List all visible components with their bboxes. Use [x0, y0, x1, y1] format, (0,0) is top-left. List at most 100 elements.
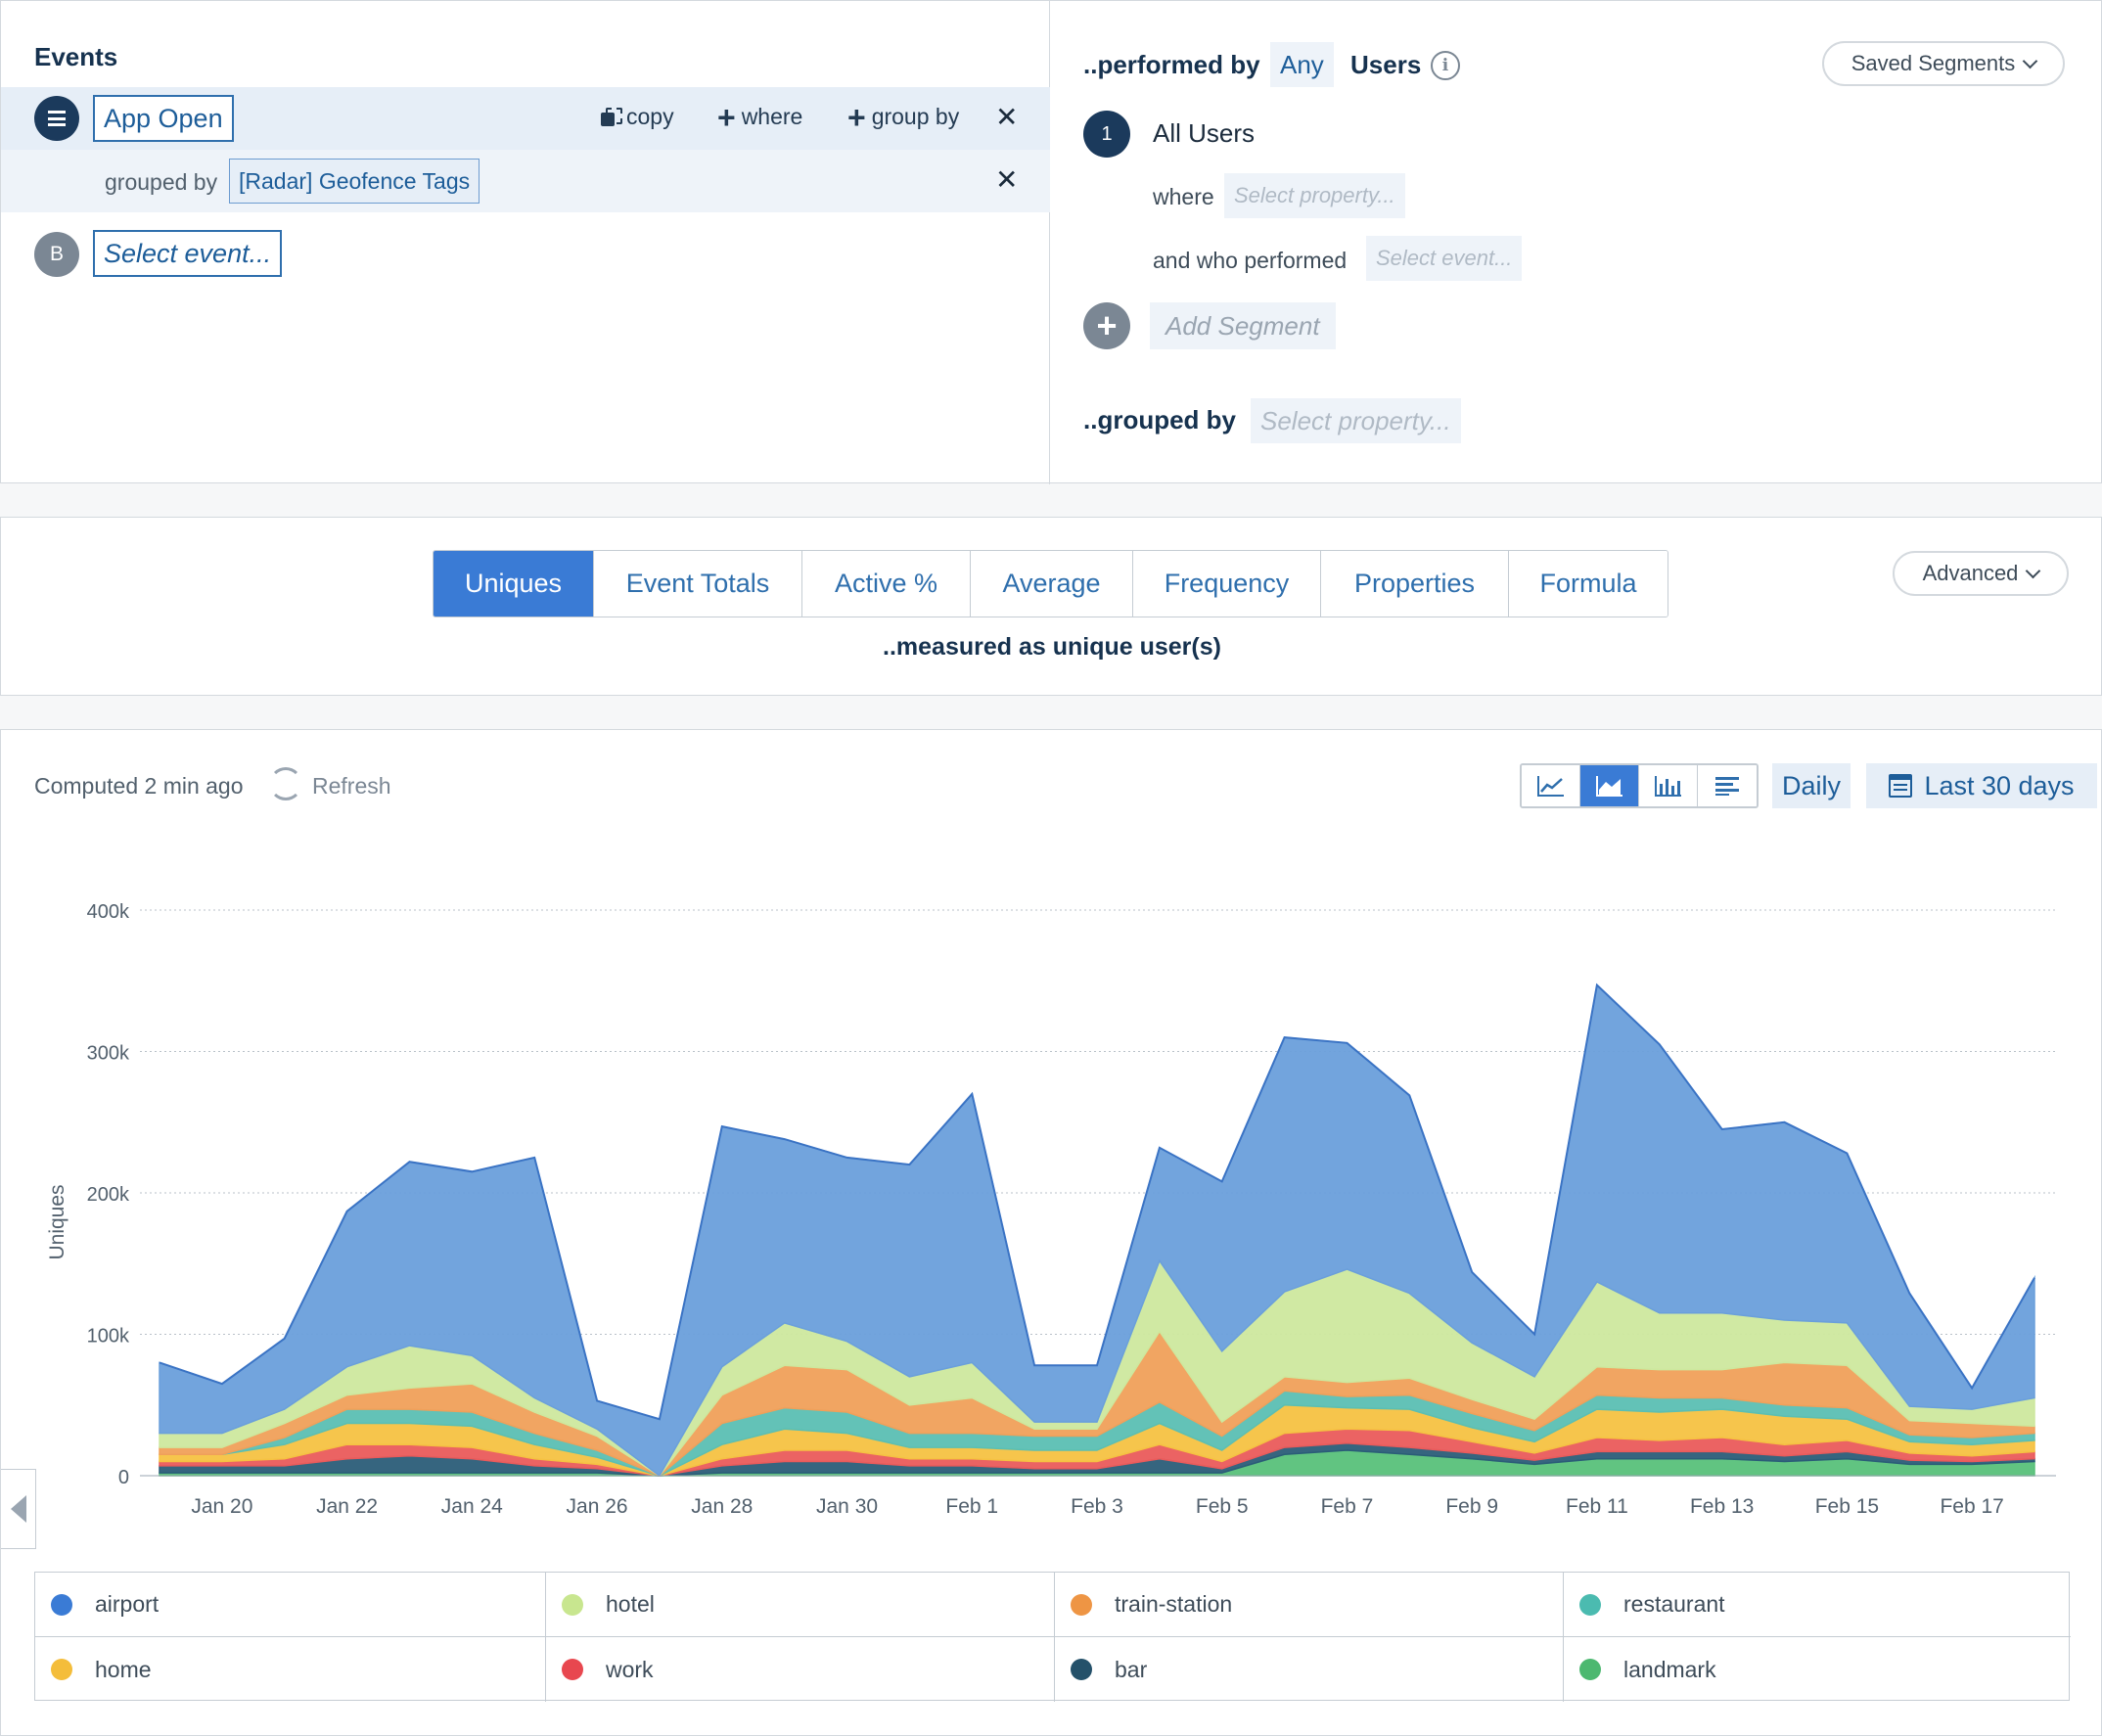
legend-color-dot-icon: [1579, 1593, 1601, 1616]
x-tick-label: Feb 15: [1815, 1495, 1879, 1518]
advanced-label: Advanced: [1922, 561, 2019, 585]
legend-color-dot-icon: [1071, 1659, 1092, 1680]
chevron-down-icon: [2026, 563, 2041, 578]
tab-event-totals[interactable]: Event Totals: [594, 551, 802, 617]
legend-label: landmark: [1623, 1656, 1716, 1682]
legend-color-dot-icon: [1579, 1659, 1601, 1680]
any-selector[interactable]: Any: [1270, 42, 1334, 87]
legend-item-train-station[interactable]: train-station: [1055, 1573, 1564, 1637]
x-tick-label: Feb 1: [945, 1495, 998, 1518]
calendar-icon: [1889, 774, 1913, 798]
copy-label: copy: [626, 104, 674, 129]
area-chart-icon[interactable]: [1580, 765, 1639, 806]
who-performed-select[interactable]: Select event...: [1366, 236, 1523, 281]
tab-average[interactable]: Average: [971, 551, 1133, 617]
y-tick-label: 200k: [87, 1184, 130, 1206]
date-range-button[interactable]: Last 30 days: [1866, 763, 2097, 808]
who-performed-label: and who performed: [1153, 248, 1348, 273]
where-label: where: [1153, 184, 1214, 209]
legend-item-hotel[interactable]: hotel: [546, 1573, 1055, 1637]
refresh-icon[interactable]: [269, 767, 302, 800]
collapse-left-arrow-icon[interactable]: [1, 1469, 36, 1549]
where-property-select[interactable]: Select property...: [1224, 173, 1405, 218]
tab-uniques[interactable]: Uniques: [434, 551, 594, 617]
x-tick-label: Feb 13: [1690, 1495, 1754, 1518]
segment-grouped-by-select[interactable]: Select property...: [1251, 398, 1461, 443]
segment-grouped-by-label: ..grouped by: [1083, 405, 1236, 434]
legend-label: hotel: [606, 1591, 655, 1617]
area-top-outline: [159, 982, 2035, 1421]
event-group-row: grouped by [Radar] Geofence Tags ✕: [1, 150, 1050, 212]
info-icon[interactable]: i: [1431, 51, 1460, 80]
legend-item-home[interactable]: home: [35, 1637, 546, 1702]
where-label: where: [741, 104, 803, 129]
legend-color-dot-icon: [1071, 1593, 1092, 1616]
remove-group-icon[interactable]: ✕: [995, 164, 1019, 195]
legend-item-landmark[interactable]: landmark: [1564, 1637, 2071, 1702]
tab-properties[interactable]: Properties: [1321, 551, 1509, 617]
legend-color-dot-icon: [51, 1593, 72, 1616]
performed-by-label: ..performed by: [1083, 50, 1260, 79]
x-tick-label: Feb 3: [1071, 1495, 1123, 1518]
x-tick-label: Feb 9: [1445, 1495, 1498, 1518]
x-tick-label: Feb 7: [1321, 1495, 1374, 1518]
chart-panel: Computed 2 min ago Refresh Daily Last 30…: [0, 729, 2102, 1736]
measure-tabs: Uniques Event Totals Active % Average Fr…: [433, 550, 1668, 617]
legend-color-dot-icon: [51, 1659, 72, 1680]
group-property-tag[interactable]: [Radar] Geofence Tags: [229, 159, 480, 204]
add-segment-icon[interactable]: +: [1083, 302, 1130, 349]
x-tick-label: Jan 28: [691, 1495, 753, 1518]
legend-item-bar[interactable]: bar: [1055, 1637, 1564, 1702]
table-view-icon[interactable]: [1698, 765, 1757, 806]
add-where-button[interactable]: + where: [717, 102, 803, 133]
y-tick-label: 0: [118, 1467, 129, 1488]
x-tick-label: Jan 24: [441, 1495, 503, 1518]
interval-selector[interactable]: Daily: [1772, 763, 1851, 808]
x-tick-label: Jan 20: [191, 1495, 252, 1518]
measured-as-text: ..measured as unique user(s): [883, 633, 1221, 661]
line-chart-icon[interactable]: [1522, 765, 1580, 806]
legend-color-dot-icon: [562, 1593, 583, 1616]
grouped-by-label: grouped by: [105, 169, 218, 195]
y-tick-label: 300k: [87, 1043, 130, 1065]
bar-chart-icon[interactable]: [1639, 765, 1698, 806]
y-tick-label: 100k: [87, 1326, 130, 1348]
query-builder-panel: Events App Open copy + where + group by …: [0, 0, 2102, 484]
add-segment-button[interactable]: Add Segment: [1150, 302, 1336, 349]
computed-text: Computed 2 min ago: [34, 773, 244, 799]
x-tick-label: Feb 11: [1566, 1495, 1628, 1518]
legend-item-airport[interactable]: airport: [35, 1573, 546, 1637]
add-group-by-button[interactable]: + group by: [847, 102, 959, 133]
remove-event-icon[interactable]: ✕: [995, 102, 1019, 132]
segment-number-badge: 1: [1083, 111, 1130, 158]
events-title: Events: [34, 42, 118, 71]
tab-frequency[interactable]: Frequency: [1133, 551, 1321, 617]
x-tick-label: Jan 26: [567, 1495, 628, 1518]
stacked-area-chart[interactable]: 0 100k 200k 300k 400k Uniques Jan 20 Jan 22 Jan …: [1, 730, 2102, 1562]
copy-button[interactable]: copy: [601, 104, 674, 130]
saved-segments-button[interactable]: Saved Segments: [1822, 41, 2065, 86]
segment-name[interactable]: All Users: [1153, 118, 1256, 148]
event-b-selector[interactable]: Select event...: [93, 230, 283, 277]
tab-active-percent[interactable]: Active %: [802, 551, 971, 617]
legend-label: train-station: [1115, 1591, 1233, 1617]
events-column: Events App Open copy + where + group by …: [1, 1, 1050, 484]
legend-item-work[interactable]: work: [546, 1637, 1055, 1702]
date-range-label: Last 30 days: [1924, 770, 2075, 800]
legend-label: airport: [95, 1591, 160, 1617]
legend-item-restaurant[interactable]: restaurant: [1564, 1573, 2071, 1637]
refresh-button[interactable]: Refresh: [312, 773, 391, 799]
x-tick-label: Jan 22: [316, 1495, 378, 1518]
event-menu-icon[interactable]: [34, 96, 79, 141]
event-a-selector[interactable]: App Open: [93, 95, 234, 142]
tab-formula[interactable]: Formula: [1509, 551, 1668, 617]
legend-color-dot-icon: [562, 1659, 583, 1680]
legend-label: work: [606, 1656, 654, 1682]
event-row-a: App Open copy + where + group by ✕: [1, 87, 1050, 150]
x-tick-label: Feb 5: [1196, 1495, 1249, 1518]
advanced-button[interactable]: Advanced: [1893, 551, 2069, 596]
saved-segments-label: Saved Segments: [1851, 51, 2016, 75]
y-axis-label: Uniques: [46, 1184, 69, 1259]
legend-label: bar: [1115, 1656, 1148, 1682]
measure-panel: Uniques Event Totals Active % Average Fr…: [0, 517, 2102, 696]
